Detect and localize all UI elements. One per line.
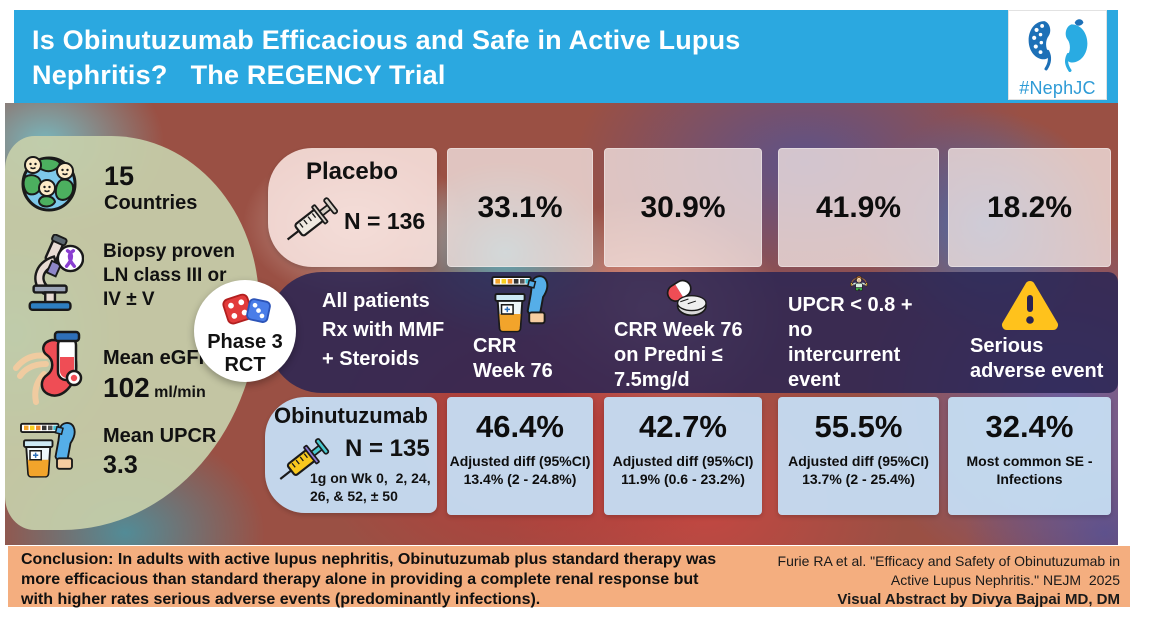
obinutuzumab-arm-box: Obinutuzumab N = 135 1g on Wk 0, 2, 24, … xyxy=(265,397,437,513)
countries-label: Countries xyxy=(104,192,198,214)
outcome-crr-line2: Week 76 xyxy=(473,360,553,382)
egfr-value: 102 xyxy=(103,372,150,403)
placebo-n: N = 136 xyxy=(344,208,426,234)
obinutuzumab-sae-value: 32.4% xyxy=(985,409,1074,444)
urine-dipstick-icon xyxy=(491,275,549,333)
obinutuzumab-sae-note1: Most common SE - xyxy=(966,453,1093,469)
obinutuzumab-sae-note2: Infections xyxy=(996,471,1063,487)
biopsy-line3: IV ± V xyxy=(103,289,155,310)
page-title-line2: Nephritis? The REGENCY Trial xyxy=(32,60,446,90)
placebo-arm-name: Placebo xyxy=(306,158,399,185)
obinutuzumab-crr-note2: 13.4% (2 - 24.8%) xyxy=(463,471,577,487)
obinutuzumab-crr-predni-note1: Adjusted diff (95%CI) xyxy=(612,453,754,469)
outcome-crr-line1: CRR xyxy=(473,335,517,357)
obinutuzumab-crr-predni-value: 42.7% xyxy=(639,409,727,444)
conclusion-bar: Conclusion: In adults with active lupus … xyxy=(8,546,1130,609)
obinutuzumab-upcr-value: 55.5% xyxy=(814,409,903,444)
placebo-result-crr: 33.1% xyxy=(447,148,593,267)
upcr-value: 3.3 xyxy=(103,451,138,479)
outcome-crr-predni-line1: CRR Week 76 xyxy=(614,319,743,341)
placebo-result-crr-predni: 30.9% xyxy=(604,148,762,267)
outcomes-band: All patients Rx with MMF + Steroids CRR xyxy=(268,272,1118,393)
obinutuzumab-upcr-note1: Adjusted diff (95%CI) xyxy=(788,453,929,469)
upcr-stat: Mean UPCR 3.3 xyxy=(103,424,216,480)
kidneys-icon xyxy=(1028,19,1087,72)
outcome-crr-predni-line2: on Predni ≤ 7.5mg/d xyxy=(614,344,723,391)
phase-badge: Phase 3 RCT xyxy=(194,280,296,382)
outcome-crr: CRR Week 76 xyxy=(447,272,593,393)
obinutuzumab-arm-name: Obinutuzumab xyxy=(274,403,428,428)
cotreatment-line2: Rx with MMF xyxy=(322,319,445,341)
obinutuzumab-result-crr: 46.4% Adjusted diff (95%CI) 13.4% (2 - 2… xyxy=(447,397,593,515)
cotreatment-line1: All patients xyxy=(322,290,430,312)
urine-test-icon xyxy=(20,422,76,478)
child-jump-rope-icon xyxy=(849,275,868,291)
countries-count: 15 xyxy=(104,161,135,191)
outcome-sae: Serious adverse event xyxy=(948,272,1111,393)
dice-icon xyxy=(222,293,271,325)
obinutuzumab-dose-line2: 26, & 52, ± 50 xyxy=(310,488,398,504)
egfr-unit: ml/min xyxy=(154,384,206,401)
kidney-vial-icon xyxy=(13,330,83,405)
upcr-label: Mean UPCR xyxy=(103,425,217,447)
warning-icon xyxy=(1001,281,1058,330)
outcome-crr-predni: CRR Week 76 on Predni ≤ 7.5mg/d xyxy=(604,272,762,393)
obinutuzumab-result-sae: 32.4% Most common SE - Infections xyxy=(948,397,1111,515)
outcome-upcr: UPCR < 0.8 + no intercurrent event xyxy=(778,272,939,393)
egfr-label: Mean eGFR xyxy=(103,347,214,369)
biopsy-line2: LN class III or xyxy=(103,265,227,286)
syringe-icon xyxy=(286,197,339,241)
outcome-upcr-line1: UPCR < 0.8 + no xyxy=(788,294,913,341)
globe-people-icon xyxy=(21,156,77,212)
conclusion-text: Conclusion: In adults with active lupus … xyxy=(21,551,717,608)
placebo-result-upcr: 41.9% xyxy=(778,148,939,267)
placebo-result-sae: 18.2% xyxy=(948,148,1111,267)
phase-line2: RCT xyxy=(224,354,266,376)
outcome-sae-line2: adverse event xyxy=(970,360,1104,382)
obinutuzumab-crr-value: 46.4% xyxy=(476,409,564,444)
title-bar: Is Obinutuzumab Efficacious and Safe in … xyxy=(14,10,1118,103)
countries-stat: 15 Countries xyxy=(104,161,197,215)
obinutuzumab-dose-line1: 1g on Wk 0, 2, 24, xyxy=(310,470,431,486)
biopsy-line1: Biopsy proven xyxy=(103,241,235,262)
nephjc-handle: #NephJC xyxy=(1019,78,1096,98)
obinutuzumab-result-crr-predni: 42.7% Adjusted diff (95%CI) 11.9% (0.6 -… xyxy=(604,397,762,515)
egfr-stat: Mean eGFR 102 ml/min xyxy=(103,346,213,404)
obinutuzumab-upcr-note2: 13.7% (2 - 25.4%) xyxy=(802,471,915,487)
syringe-color-icon xyxy=(279,438,330,480)
pill-icon xyxy=(666,279,707,317)
obinutuzumab-result-upcr: 55.5% Adjusted diff (95%CI) 13.7% (2 - 2… xyxy=(778,397,939,515)
obinutuzumab-crr-note1: Adjusted diff (95%CI) xyxy=(449,453,591,469)
placebo-arm-box: Placebo N = 136 xyxy=(268,148,437,267)
page-title-line1: Is Obinutuzumab Efficacious and Safe in … xyxy=(32,25,741,55)
phase-line1: Phase 3 xyxy=(207,331,283,353)
obinutuzumab-n: N = 135 xyxy=(345,435,430,462)
cotreatment-note: All patients Rx with MMF + Steroids xyxy=(322,287,472,374)
microscope-icon xyxy=(28,234,84,312)
citation-line2: Active Lupus Nephritis." NEJM 2025 xyxy=(890,572,1120,588)
credit-text: Visual Abstract by Divya Bajpai MD, DM xyxy=(837,591,1120,608)
biopsy-stat: Biopsy proven LN class III or IV ± V xyxy=(103,240,235,312)
obinutuzumab-crr-predni-note2: 11.9% (0.6 - 23.2%) xyxy=(621,471,745,487)
cotreatment-line3: + Steroids xyxy=(322,348,420,370)
nephjc-logo: #NephJC xyxy=(1008,10,1107,100)
citation-line1: Furie RA et al. "Efficacy and Safety of … xyxy=(777,553,1120,569)
citation-block: Furie RA et al. "Efficacy and Safety of … xyxy=(750,552,1120,609)
outcome-upcr-line2: intercurrent event xyxy=(788,344,901,391)
outcome-sae-line1: Serious xyxy=(970,335,1044,357)
